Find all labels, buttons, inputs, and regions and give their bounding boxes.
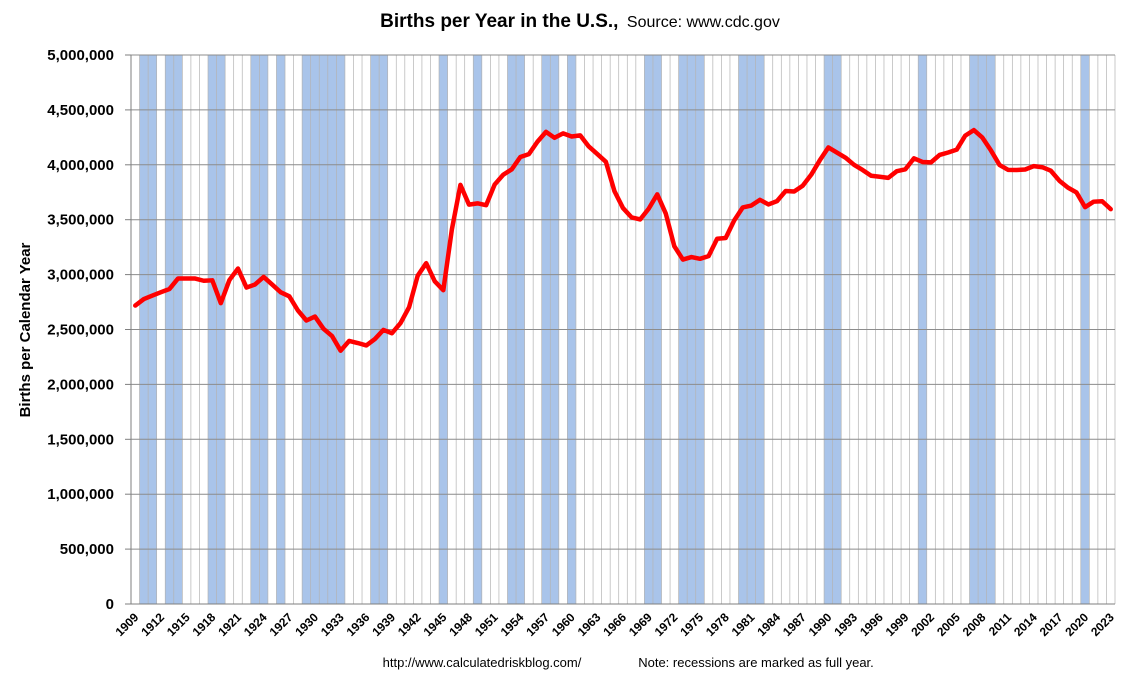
x-tick-label: 1915 xyxy=(164,610,193,639)
x-tick-label: 1948 xyxy=(446,610,475,639)
x-tick-label: 1954 xyxy=(498,610,527,639)
x-tick-label: 2005 xyxy=(934,610,963,639)
y-axis-ticks: 0 500,000 1,000,000 1,500,000 2,000,000 2,500… xyxy=(47,47,131,613)
x-tick-label: 2014 xyxy=(1011,610,1040,639)
x-tick-label: 2008 xyxy=(960,610,989,639)
x-tick-label: 1996 xyxy=(857,610,886,639)
x-tick-label: 2020 xyxy=(1062,610,1091,639)
y-tick-label: 5,000,000 xyxy=(47,47,114,64)
x-tick-label: 1957 xyxy=(523,610,552,639)
x-tick-label: 2011 xyxy=(986,610,1015,639)
x-tick-label: 2017 xyxy=(1037,610,1066,639)
x-tick-label: 1918 xyxy=(190,610,219,639)
y-tick-label: 4,000,000 xyxy=(47,157,114,174)
y-tick-label: 1,000,000 xyxy=(47,486,114,503)
x-tick-label: 1966 xyxy=(600,610,629,639)
x-axis-ticks: 1909191219151918192119241927193019331936… xyxy=(113,610,1117,639)
x-tick-label: 1924 xyxy=(241,610,270,639)
svg-text:Births per Year in the U.S.,: Births per Year in the U.S., Source: www… xyxy=(380,11,780,32)
x-tick-label: 1936 xyxy=(344,610,373,639)
chart-title-source: Source: www.cdc.gov xyxy=(627,14,780,31)
x-tick-label: 1933 xyxy=(318,610,347,639)
x-tick-label: 1972 xyxy=(652,610,681,639)
y-tick-label: 3,000,000 xyxy=(47,267,114,284)
x-tick-label: 1981 xyxy=(729,610,758,639)
x-tick-label: 2023 xyxy=(1088,610,1117,639)
x-tick-label: 1969 xyxy=(626,610,655,639)
x-tick-label: 1945 xyxy=(421,610,450,639)
y-tick-label: 2,000,000 xyxy=(47,376,114,393)
x-tick-label: 1930 xyxy=(292,610,321,639)
y-tick-label: 2,500,000 xyxy=(47,322,114,339)
x-tick-label: 1999 xyxy=(883,610,912,639)
x-tick-label: 1987 xyxy=(780,610,809,639)
x-tick-label: 1960 xyxy=(549,610,578,639)
chart-title: Births per Year in the U.S., Source: www… xyxy=(380,11,780,32)
births-series-line xyxy=(133,127,1113,353)
y-axis-label: Births per Calendar Year xyxy=(17,242,34,417)
x-tick-label: 1993 xyxy=(831,610,860,639)
x-tick-label: 1984 xyxy=(754,610,783,639)
x-tick-label: 1939 xyxy=(369,610,398,639)
series-layer xyxy=(133,127,1113,353)
x-tick-label: 1975 xyxy=(677,610,706,639)
x-tick-label: 1963 xyxy=(575,610,604,639)
grid-lines xyxy=(130,54,1116,605)
y-tick-label: 1,500,000 xyxy=(47,431,114,448)
y-tick-label: 4,500,000 xyxy=(47,102,114,119)
x-tick-label: 1990 xyxy=(806,610,835,639)
chart-title-main: Births per Year in the U.S., xyxy=(380,11,618,32)
y-tick-label: 500,000 xyxy=(60,541,114,558)
x-tick-label: 1909 xyxy=(113,610,142,639)
x-tick-label: 1927 xyxy=(267,610,296,639)
x-tick-label: 1951 xyxy=(472,610,501,639)
x-tick-label: 1978 xyxy=(703,610,732,639)
x-tick-label: 1921 xyxy=(215,610,244,639)
footer-url: http://www.calculatedriskblog.com/ xyxy=(383,655,582,670)
x-tick-label: 1942 xyxy=(395,610,424,639)
footer-note: Note: recessions are marked as full year… xyxy=(638,655,874,670)
x-tick-label: 1912 xyxy=(138,610,167,639)
y-tick-label: 3,500,000 xyxy=(47,212,114,229)
y-tick-label: 0 xyxy=(106,596,114,613)
x-tick-label: 2002 xyxy=(908,610,937,639)
